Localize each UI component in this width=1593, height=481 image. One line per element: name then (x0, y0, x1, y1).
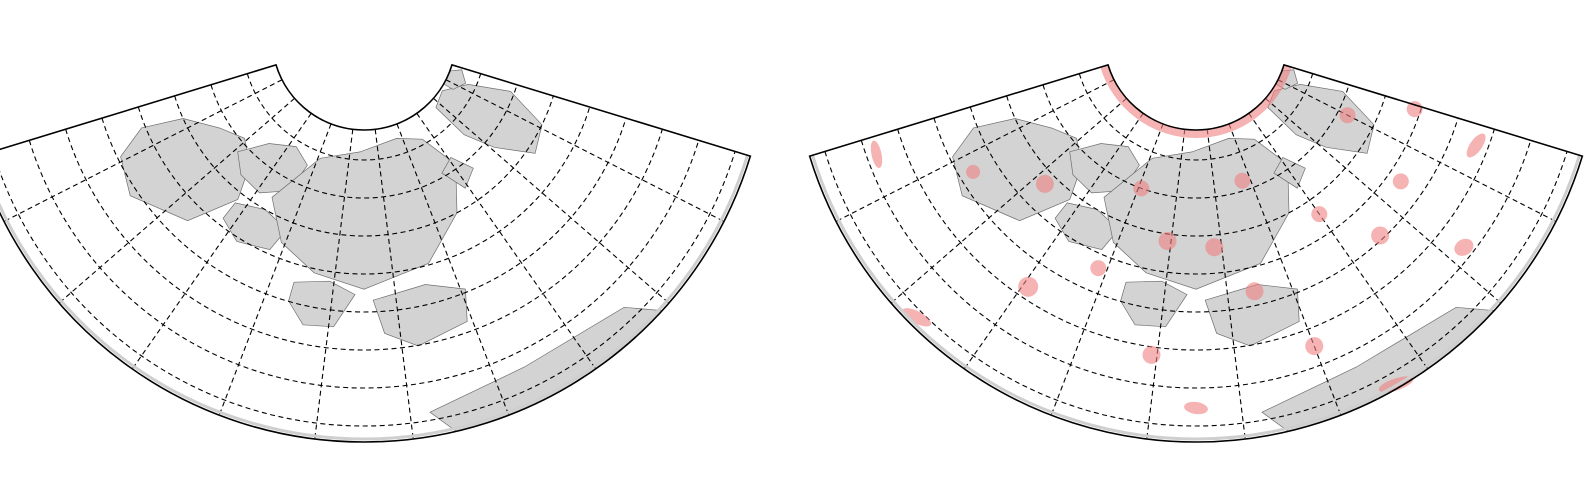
meridian-line (58, 97, 295, 304)
parallel-line (28, 140, 700, 389)
indicatrix-ellipse (1245, 282, 1264, 301)
parallel-line (210, 84, 518, 199)
indicatrix-ellipse (1184, 401, 1208, 415)
indicatrix-ellipse (1018, 276, 1039, 297)
parallel-line (0, 151, 736, 427)
map-rim (811, 154, 1581, 441)
indicatrix-ellipse (1158, 232, 1177, 250)
parallel-line (174, 95, 554, 237)
meridian-line (218, 123, 332, 416)
meridian-line (1228, 123, 1342, 416)
indicatrix-ellipse (1406, 101, 1423, 118)
parallel-line (933, 117, 1459, 313)
parallel-line (969, 106, 1423, 275)
map-frame (0, 63, 752, 443)
indicatrix-ellipse (1305, 337, 1324, 356)
left-map-panel (0, 63, 752, 443)
land-africa (952, 118, 1083, 222)
indicatrix-ellipse (1311, 206, 1328, 223)
map-rim (0, 154, 749, 441)
indicatrix-pole-band (1100, 64, 1292, 139)
parallel-line (137, 106, 591, 275)
meridian-line (1146, 129, 1186, 440)
meridian-line (1277, 79, 1557, 222)
meridian-line (416, 113, 597, 370)
parallel-line (1078, 73, 1314, 161)
indicatrix-ellipse (1466, 133, 1486, 158)
meridian-line (374, 129, 414, 440)
land-japan (1273, 156, 1306, 189)
parallel-line (246, 73, 482, 161)
land-japan (441, 156, 474, 189)
land-asia (271, 138, 458, 290)
meridian-line (445, 79, 725, 222)
indicatrix-ellipse (870, 140, 883, 169)
indicatrix-ellipse (1454, 238, 1474, 256)
indicatrix-ellipse (1339, 107, 1356, 124)
meridian-line (1248, 113, 1429, 370)
land-americas (435, 84, 543, 154)
meridian-line (314, 129, 354, 440)
indicatrix-ellipse (1142, 345, 1161, 364)
indicatrix-ellipse (1234, 172, 1251, 189)
map-frame (808, 63, 1584, 443)
indicatrix-ellipse (1371, 226, 1390, 245)
meridian-line (433, 97, 670, 304)
indicatrix-ellipse (1090, 260, 1107, 277)
graticule (824, 73, 1568, 440)
meridian-line (396, 123, 510, 416)
indicatrix-ellipse (1205, 238, 1224, 257)
indicatrix-ellipse (966, 164, 981, 179)
land-americas (1267, 84, 1375, 154)
graticule (0, 73, 736, 440)
parallel-line (1006, 95, 1386, 237)
right-map-panel (808, 63, 1584, 443)
parallel-line (824, 151, 1568, 427)
parallel-line (101, 117, 627, 313)
parallel-line (65, 129, 663, 351)
indicatrix-ellipse (1035, 174, 1054, 193)
meridian-line (1050, 123, 1164, 416)
meridian-line (890, 97, 1127, 304)
meridian-line (835, 79, 1115, 222)
land-africa (120, 118, 251, 222)
indicatrix-layer (870, 64, 1486, 415)
meridian-line (3, 79, 283, 222)
indicatrix-ellipse (1392, 173, 1409, 190)
parallel-line (1042, 84, 1350, 199)
parallel-line (860, 140, 1532, 389)
indicatrix-ellipse (1133, 180, 1150, 197)
meridian-line (963, 113, 1144, 370)
meridian-line (1265, 97, 1502, 304)
parallel-line (897, 129, 1495, 351)
meridian-line (1206, 129, 1246, 440)
meridian-line (131, 113, 312, 370)
indicatrix-ellipse (902, 308, 932, 327)
